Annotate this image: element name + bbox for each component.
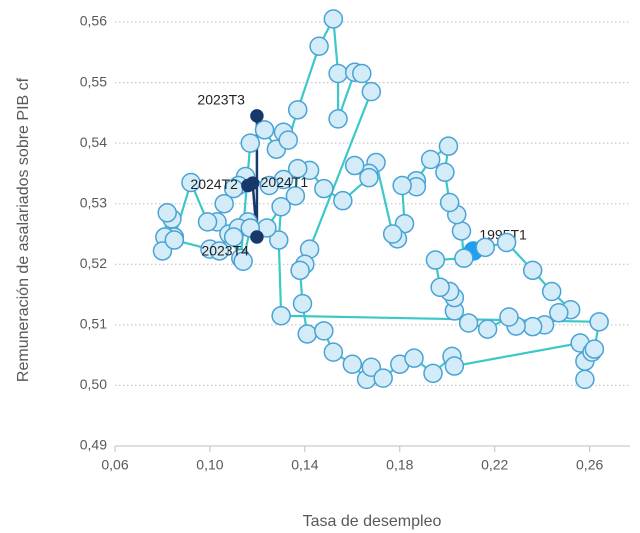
point bbox=[499, 307, 519, 327]
point bbox=[323, 9, 344, 29]
point bbox=[342, 354, 363, 374]
point bbox=[522, 316, 543, 337]
point bbox=[439, 192, 460, 213]
point bbox=[254, 120, 275, 140]
point-label: 2023T3 bbox=[197, 92, 245, 108]
point bbox=[438, 136, 459, 156]
y-axis-title: Remuneración de asalariados sobre PIB cf bbox=[15, 77, 32, 382]
point bbox=[328, 109, 348, 129]
point bbox=[541, 281, 562, 302]
point bbox=[444, 356, 465, 376]
point bbox=[435, 162, 455, 182]
x-tick-label: 0,22 bbox=[481, 457, 508, 473]
point bbox=[314, 178, 334, 199]
point bbox=[496, 232, 517, 253]
x-tick-label: 0,18 bbox=[386, 457, 413, 473]
point bbox=[259, 175, 280, 196]
point bbox=[522, 260, 543, 281]
point bbox=[287, 100, 308, 120]
point bbox=[549, 302, 569, 323]
point bbox=[475, 237, 495, 258]
point bbox=[209, 241, 230, 261]
x-tick-label: 0,14 bbox=[291, 457, 318, 473]
point bbox=[278, 130, 298, 150]
point bbox=[575, 369, 595, 390]
point bbox=[287, 158, 308, 179]
point bbox=[361, 81, 382, 102]
point bbox=[271, 196, 291, 217]
point bbox=[223, 227, 244, 247]
point bbox=[584, 339, 605, 359]
point bbox=[250, 109, 264, 123]
point bbox=[197, 212, 218, 232]
point bbox=[420, 149, 441, 170]
point bbox=[352, 63, 372, 84]
point bbox=[404, 348, 424, 368]
x-tick-label: 0,26 bbox=[576, 457, 603, 473]
point bbox=[333, 190, 353, 211]
y-tick-label: 0,53 bbox=[80, 194, 107, 210]
y-tick-label: 0,49 bbox=[80, 437, 107, 453]
point bbox=[285, 186, 306, 206]
point bbox=[152, 241, 173, 261]
x-tick-label: 0,06 bbox=[101, 457, 128, 473]
point bbox=[589, 312, 609, 332]
point bbox=[477, 319, 498, 339]
point bbox=[359, 167, 379, 188]
point bbox=[290, 260, 310, 281]
point bbox=[344, 155, 365, 176]
point bbox=[269, 230, 289, 250]
point bbox=[164, 230, 185, 250]
point bbox=[241, 178, 255, 193]
y-tick-label: 0,52 bbox=[80, 255, 107, 271]
point bbox=[423, 363, 443, 384]
point bbox=[323, 342, 344, 362]
y-tick-label: 0,51 bbox=[80, 316, 107, 332]
point bbox=[382, 224, 403, 244]
point bbox=[425, 250, 446, 270]
point bbox=[181, 172, 201, 193]
x-tick-label: 0,10 bbox=[196, 457, 223, 473]
point bbox=[373, 368, 393, 388]
point bbox=[240, 133, 261, 153]
point bbox=[430, 277, 450, 298]
point bbox=[458, 313, 479, 333]
y-tick-label: 0,55 bbox=[80, 73, 107, 89]
point bbox=[271, 306, 291, 326]
y-tick-label: 0,54 bbox=[80, 134, 107, 150]
point bbox=[451, 221, 472, 241]
point bbox=[297, 324, 317, 344]
x-axis-title: Tasa de desempleo bbox=[303, 513, 442, 530]
point bbox=[454, 248, 474, 268]
point bbox=[233, 251, 253, 272]
point bbox=[250, 230, 264, 244]
y-tick-label: 0,50 bbox=[80, 376, 107, 392]
point bbox=[392, 175, 412, 196]
point bbox=[361, 357, 382, 378]
point bbox=[314, 321, 334, 341]
point bbox=[309, 36, 329, 56]
point bbox=[157, 203, 177, 223]
point-label: 2024T2 bbox=[190, 176, 238, 192]
point-label: 2023T4 bbox=[201, 243, 249, 259]
point bbox=[214, 193, 234, 214]
point bbox=[292, 293, 313, 314]
point bbox=[328, 63, 348, 84]
point-label: 2024T1 bbox=[261, 174, 309, 190]
y-tick-label: 0,56 bbox=[80, 13, 107, 29]
